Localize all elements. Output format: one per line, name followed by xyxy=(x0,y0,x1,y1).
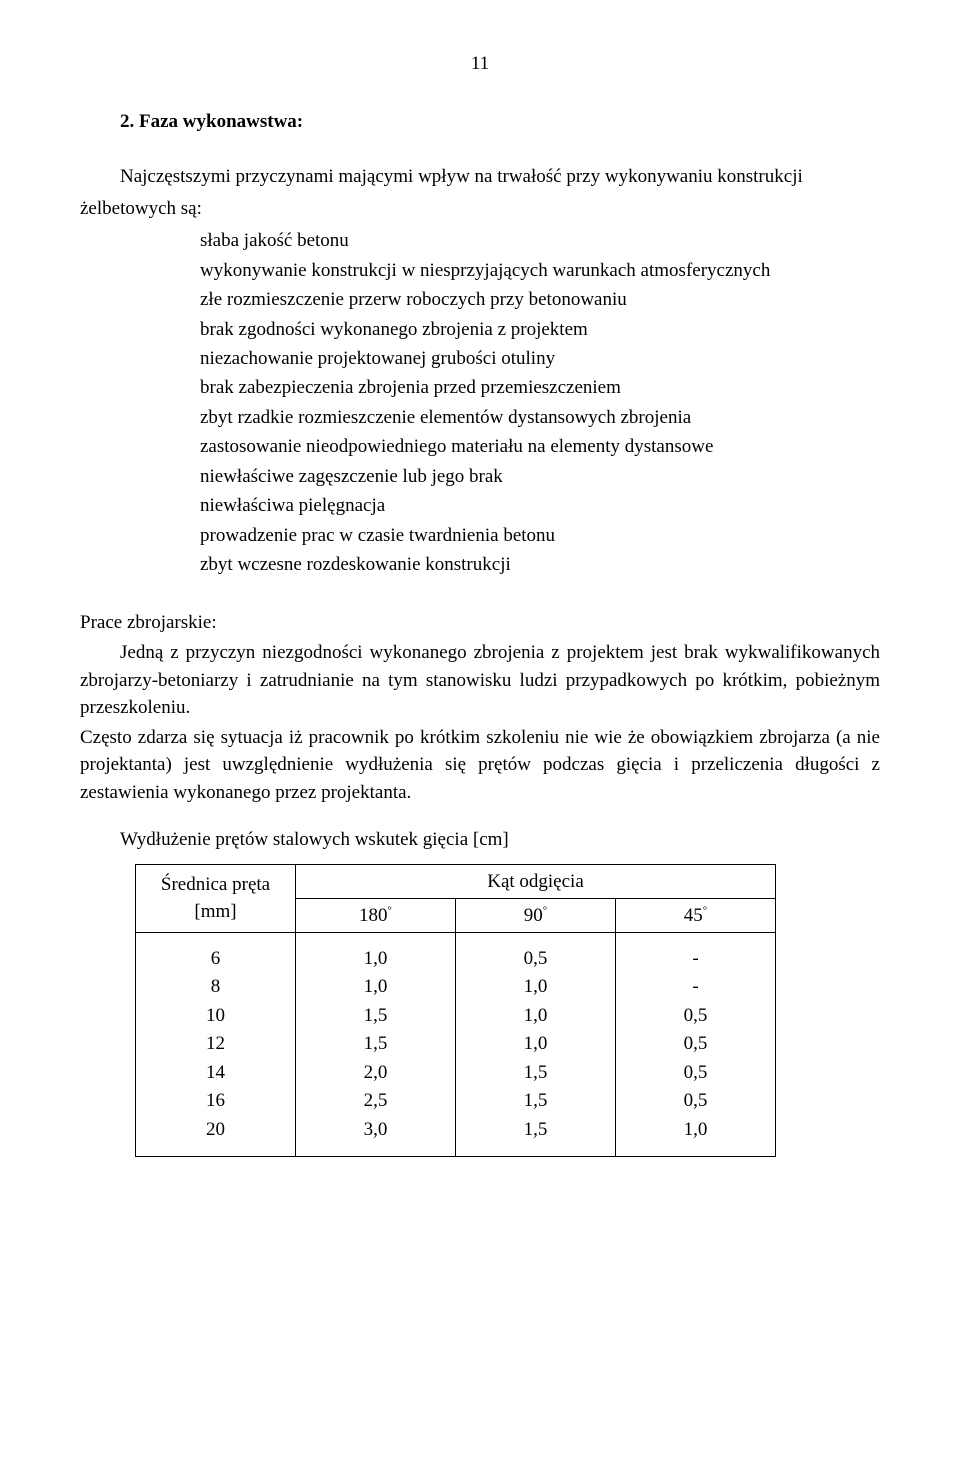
table-cell-value: 2,5 xyxy=(300,1087,451,1116)
table-cell-value: - xyxy=(620,973,771,1002)
page-number: 11 xyxy=(80,50,880,78)
table-cell-value: - xyxy=(620,945,771,974)
paragraph-2: Często zdarza się sytuacja iż pracownik … xyxy=(80,724,880,807)
bullet-text: brak zabezpieczenia zbrojenia przed prze… xyxy=(200,373,621,402)
table-cell-value: 1,0 xyxy=(460,1002,611,1031)
table-header-diameter: Średnica pręta [mm] xyxy=(136,864,296,932)
bullet-text: prowadzenie prac w czasie twardnienia be… xyxy=(200,521,555,550)
bullet-text: złe rozmieszczenie przerw roboczych przy… xyxy=(200,285,627,314)
subsection-heading: Prace zbrojarskie: xyxy=(80,609,880,637)
table-cell-value: 1,5 xyxy=(460,1087,611,1116)
bullet-text: zbyt rzadkie rozmieszczenie elementów dy… xyxy=(200,403,691,432)
bullet-text: niezachowanie projektowanej grubości otu… xyxy=(200,344,555,373)
table-col-90: 0,51,01,01,01,51,51,5 xyxy=(456,932,616,1157)
table-cell-value: 2,0 xyxy=(300,1059,451,1088)
table-cell-value: 0,5 xyxy=(620,1002,771,1031)
table-cell-value: 1,0 xyxy=(460,1030,611,1059)
bullet-item: zbyt rzadkie rozmieszczenie elementów dy… xyxy=(200,403,880,432)
degree-icon: ° xyxy=(388,904,392,916)
bullet-text: słaba jakość betonu xyxy=(200,226,349,255)
table-subheader-45: 45° xyxy=(616,898,776,932)
bullet-item: niezachowanie projektowanej grubości otu… xyxy=(200,344,880,373)
table-cell-value: 12 xyxy=(140,1030,291,1059)
elongation-table: Średnica pręta [mm] Kąt odgięcia 180° 90… xyxy=(135,864,776,1158)
intro-line-1: Najczęstszymi przyczynami mającymi wpływ… xyxy=(80,163,880,191)
table-cell-value: 0,5 xyxy=(620,1087,771,1116)
deg-45: 45 xyxy=(684,905,703,926)
bullet-item: niewłaściwe zagęszczenie lub jego brak xyxy=(200,462,880,491)
table-cell-value: 1,0 xyxy=(300,973,451,1002)
table-cell-value: 20 xyxy=(140,1116,291,1145)
table-cell-value: 1,5 xyxy=(460,1116,611,1145)
table-subheader-180: 180° xyxy=(296,898,456,932)
bullet-text: brak zgodności wykonanego zbrojenia z pr… xyxy=(200,315,588,344)
table-cell-value: 1,0 xyxy=(460,973,611,1002)
deg-90: 90 xyxy=(524,905,543,926)
bullet-text: wykonywanie konstrukcji w niesprzyjający… xyxy=(200,256,770,285)
table-cell-value: 1,5 xyxy=(300,1002,451,1031)
table-cell-value: 6 xyxy=(140,945,291,974)
bullet-item: prowadzenie prac w czasie twardnienia be… xyxy=(200,521,880,550)
paragraph-1: Jedną z przyczyn niezgodności wykonanego… xyxy=(80,639,880,722)
bullet-item: brak zabezpieczenia zbrojenia przed prze… xyxy=(200,373,880,402)
table-cell-value: 14 xyxy=(140,1059,291,1088)
bullet-item: zbyt wczesne rozdeskowanie konstrukcji xyxy=(200,550,880,579)
table-cell-value: 1,0 xyxy=(620,1116,771,1145)
degree-icon: ° xyxy=(703,904,707,916)
bullet-item: wykonywanie konstrukcji w niesprzyjający… xyxy=(200,256,880,285)
table-cell-value: 0,5 xyxy=(460,945,611,974)
bullet-item: niewłaściwa pielęgnacja xyxy=(200,491,880,520)
table-col-45: --0,50,50,50,51,0 xyxy=(616,932,776,1157)
table-col-180: 1,01,01,51,52,02,53,0 xyxy=(296,932,456,1157)
table-header-angle-group: Kąt odgięcia xyxy=(296,864,776,898)
bullet-list: słaba jakość betonuwykonywanie konstrukc… xyxy=(200,226,880,579)
table-cell-value: 16 xyxy=(140,1087,291,1116)
table-cell-value: 10 xyxy=(140,1002,291,1031)
table-caption: Wydłużenie prętów stalowych wskutek gięc… xyxy=(120,826,880,854)
bullet-item: brak zgodności wykonanego zbrojenia z pr… xyxy=(200,315,880,344)
table-subheader-90: 90° xyxy=(456,898,616,932)
degree-icon: ° xyxy=(543,904,547,916)
table-header-diameter-l1: Średnica pręta xyxy=(161,874,270,895)
table-header-diameter-l2: [mm] xyxy=(194,901,236,922)
table-cell-value: 1,5 xyxy=(460,1059,611,1088)
bullet-text: zastosowanie nieodpowiedniego materiału … xyxy=(200,432,713,461)
table-cell-value: 0,5 xyxy=(620,1059,771,1088)
table-cell-value: 8 xyxy=(140,973,291,1002)
bullet-text: niewłaściwe zagęszczenie lub jego brak xyxy=(200,462,503,491)
bullet-text: zbyt wczesne rozdeskowanie konstrukcji xyxy=(200,550,511,579)
paragraph-1-text: Jedną z przyczyn niezgodności wykonanego… xyxy=(80,642,880,718)
bullet-item: zastosowanie nieodpowiedniego materiału … xyxy=(200,432,880,461)
bullet-text: niewłaściwa pielęgnacja xyxy=(200,491,385,520)
table-cell-value: 3,0 xyxy=(300,1116,451,1145)
table-col-diameter: 681012141620 xyxy=(136,932,296,1157)
bullet-item: słaba jakość betonu xyxy=(200,226,880,255)
deg-180: 180 xyxy=(359,905,388,926)
intro-line-2: żelbetowych są: xyxy=(80,195,880,223)
table-cell-value: 0,5 xyxy=(620,1030,771,1059)
section-heading: 2. Faza wykonawstwa: xyxy=(80,108,880,136)
table-cell-value: 1,5 xyxy=(300,1030,451,1059)
bullet-item: złe rozmieszczenie przerw roboczych przy… xyxy=(200,285,880,314)
table-cell-value: 1,0 xyxy=(300,945,451,974)
